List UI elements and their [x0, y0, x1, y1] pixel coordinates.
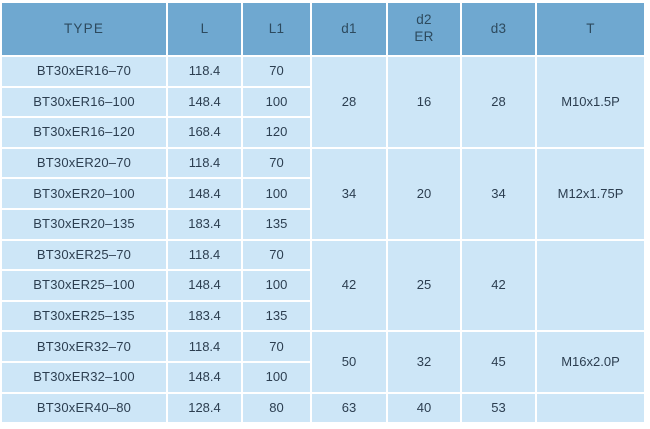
cell-type: BT30xER32–100: [2, 362, 168, 394]
cell-d3: 28: [462, 57, 537, 149]
table-row: BT30xER16–70 118.4 70 28 16 28 M10x1.5P: [2, 57, 646, 149]
cell-l1: 100: [243, 87, 312, 119]
cell-d3: 45: [462, 332, 537, 394]
cell-d1: 63: [312, 393, 388, 425]
cell-type: BT30xER16–100: [2, 87, 168, 119]
cell-type: BT30xER16–120: [2, 118, 168, 149]
cell-l1: 70: [243, 240, 312, 272]
cell-d2: 40: [388, 393, 462, 425]
cell-l1: 100: [243, 271, 312, 302]
cell-d1: 28: [312, 57, 388, 149]
cell-d3: 53: [462, 393, 537, 425]
table-row: BT30xER16–100 148.4 100: [2, 87, 646, 119]
table-row: BT30xER40–80 128.4 80 63 40 53: [2, 393, 646, 425]
cell-l: 183.4: [168, 301, 243, 333]
cell-l1: 70: [243, 332, 312, 363]
cell-d1: 50: [312, 332, 388, 394]
table-row: BT30xER16–120 168.4 120: [2, 118, 646, 149]
cell-d3: 42: [462, 240, 537, 333]
cell-t: [537, 393, 646, 425]
column-header-type: TYPE: [2, 3, 168, 57]
column-header-t: T: [537, 3, 646, 57]
column-header-l1: L1: [243, 3, 312, 57]
cell-l: 148.4: [168, 362, 243, 394]
cell-l1: 120: [243, 118, 312, 149]
column-header-d2-label: d2: [416, 12, 432, 28]
cell-l1: 100: [243, 362, 312, 394]
cell-t: M10x1.5P: [537, 57, 646, 149]
cell-l1: 70: [243, 57, 312, 88]
cell-l: 118.4: [168, 240, 243, 272]
cell-l: 118.4: [168, 148, 243, 180]
cell-l: 118.4: [168, 332, 243, 363]
cell-l1: 100: [243, 179, 312, 210]
table-row: BT30xER25–135 183.4 135: [2, 301, 646, 333]
cell-d3: 34: [462, 148, 537, 241]
cell-d1: 42: [312, 240, 388, 333]
cell-l1: 70: [243, 148, 312, 180]
specification-table-container: TYPE L L1 d1 d2 ER d3 T BT30xER16–70 118.…: [2, 3, 646, 425]
column-header-d3: d3: [462, 3, 537, 57]
cell-t: [537, 240, 646, 333]
cell-t: M12x1.75P: [537, 148, 646, 241]
table-row: BT30xER20–100 148.4 100: [2, 179, 646, 210]
cell-t: M16x2.0P: [537, 332, 646, 394]
cell-type: BT30xER20–100: [2, 179, 168, 210]
table-body: BT30xER16–70 118.4 70 28 16 28 M10x1.5P BT30xER…: [2, 57, 646, 425]
cell-type: BT30xER16–70: [2, 57, 168, 88]
column-header-d2-sublabel: ER: [414, 29, 434, 44]
cell-l1: 80: [243, 393, 312, 425]
cell-l: 128.4: [168, 393, 243, 425]
cell-l: 168.4: [168, 118, 243, 149]
table-row: BT30xER25–100 148.4 100: [2, 271, 646, 302]
table-row: BT30xER25–70 118.4 70 42 25 42: [2, 240, 646, 333]
table-row: BT30xER32–70 118.4 70 50 32 45 M16x2.0P: [2, 332, 646, 394]
cell-type: BT30xER32–70: [2, 332, 168, 363]
table-row: BT30xER32–100 148.4 100: [2, 362, 646, 394]
table-row: BT30xER20–70 118.4 70 34 20 34 M12x1.75P: [2, 148, 646, 241]
cell-l1: 135: [243, 301, 312, 333]
tool-holder-specification-table: TYPE L L1 d1 d2 ER d3 T BT30xER16–70 118.…: [2, 3, 646, 425]
cell-d2: 32: [388, 332, 462, 394]
column-header-d1: d1: [312, 3, 388, 57]
column-header-d2: d2 ER: [388, 3, 462, 57]
cell-type: BT30xER25–70: [2, 240, 168, 272]
cell-type: BT30xER25–100: [2, 271, 168, 302]
cell-d2: 16: [388, 57, 462, 149]
cell-type: BT30xER40–80: [2, 393, 168, 425]
cell-l1: 135: [243, 209, 312, 241]
cell-d2: 25: [388, 240, 462, 333]
cell-d2: 20: [388, 148, 462, 241]
table-header: TYPE L L1 d1 d2 ER d3 T: [2, 3, 646, 57]
cell-l: 183.4: [168, 209, 243, 241]
cell-type: BT30xER20–70: [2, 148, 168, 180]
table-row: BT30xER20–135 183.4 135: [2, 209, 646, 241]
cell-type: BT30xER25–135: [2, 301, 168, 333]
cell-l: 148.4: [168, 179, 243, 210]
cell-d1: 34: [312, 148, 388, 241]
cell-l: 148.4: [168, 87, 243, 119]
cell-l: 148.4: [168, 271, 243, 302]
column-header-l: L: [168, 3, 243, 57]
cell-type: BT30xER20–135: [2, 209, 168, 241]
cell-l: 118.4: [168, 57, 243, 88]
header-row: TYPE L L1 d1 d2 ER d3 T: [2, 3, 646, 57]
